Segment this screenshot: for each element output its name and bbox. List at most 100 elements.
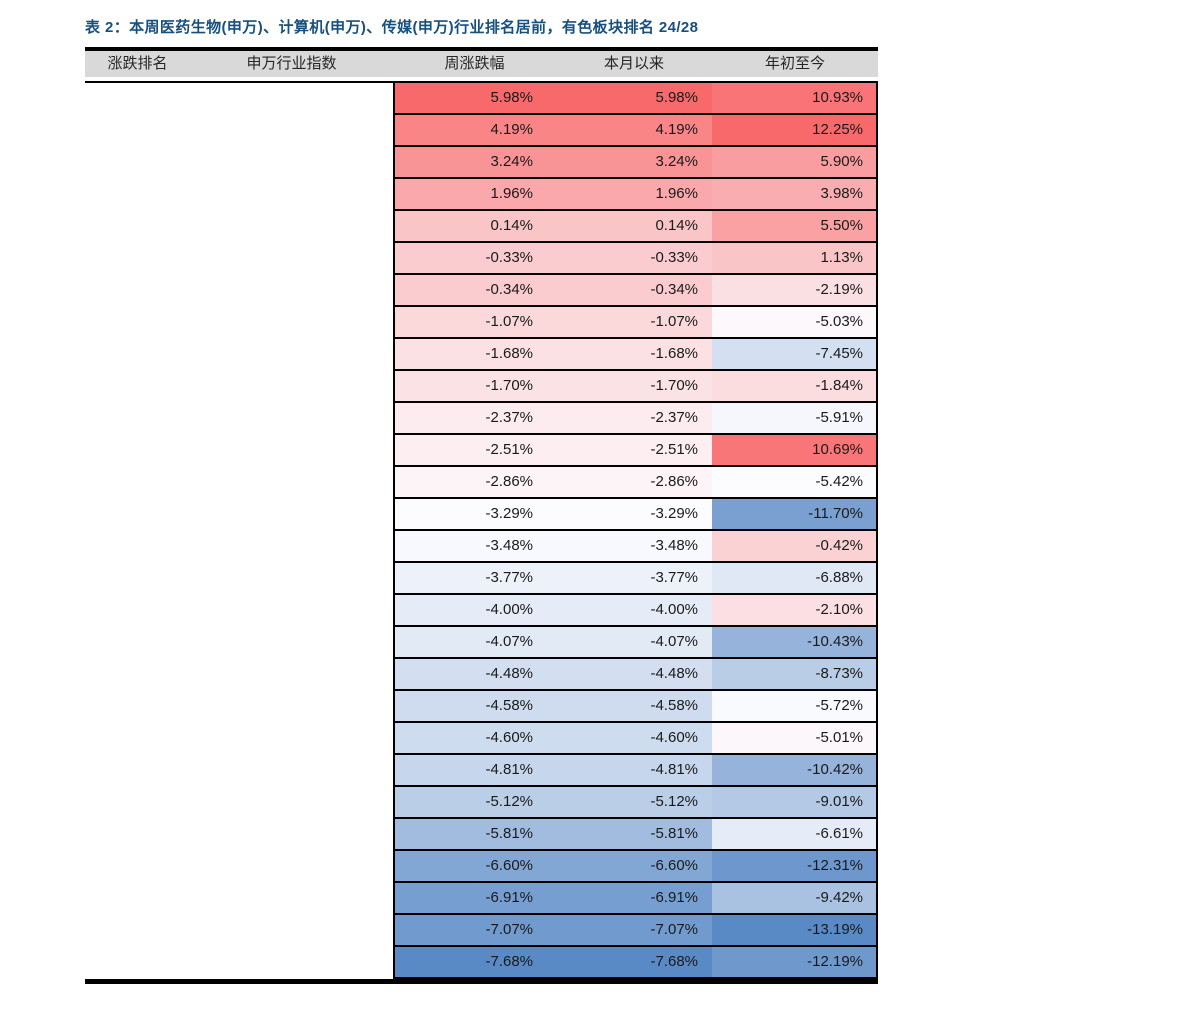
week-change-cell: -0.34%: [393, 275, 556, 307]
month-to-date-cell: -1.68%: [556, 339, 712, 371]
table-row: -2.86% -2.86% -5.42%: [85, 467, 878, 499]
rank-cell: [85, 755, 190, 787]
table-row: -3.77% -3.77% -6.88%: [85, 563, 878, 595]
month-to-date-cell: -6.91%: [556, 883, 712, 915]
week-change-cell: -1.68%: [393, 339, 556, 371]
table-row: -3.29% -3.29% -11.70%: [85, 499, 878, 531]
table-row: -6.91% -6.91% -9.42%: [85, 883, 878, 915]
rank-cell: [85, 435, 190, 467]
month-to-date-cell: -7.68%: [556, 947, 712, 979]
table-header-row: 涨跌排名 申万行业指数 周涨跌幅 本月以来 年初至今: [85, 51, 878, 77]
rank-cell: [85, 851, 190, 883]
table-row: -0.34% -0.34% -2.19%: [85, 275, 878, 307]
table-row: 1.96% 1.96% 3.98%: [85, 179, 878, 211]
month-to-date-cell: -0.34%: [556, 275, 712, 307]
ytd-cell: -6.61%: [712, 819, 878, 851]
ytd-cell: -12.31%: [712, 851, 878, 883]
month-to-date-cell: -4.60%: [556, 723, 712, 755]
ytd-cell: -2.10%: [712, 595, 878, 627]
month-to-date-cell: -1.70%: [556, 371, 712, 403]
header-index-name: 申万行业指数: [246, 55, 337, 72]
rank-cell: [85, 563, 190, 595]
index-name-cell: [190, 403, 393, 435]
index-name-cell: [190, 723, 393, 755]
header-underline: [85, 81, 878, 83]
week-change-cell: -6.60%: [393, 851, 556, 883]
ytd-cell: -11.70%: [712, 499, 878, 531]
index-name-cell: [190, 371, 393, 403]
ytd-cell: -6.88%: [712, 563, 878, 595]
week-change-cell: -4.07%: [393, 627, 556, 659]
table-row: -5.81% -5.81% -6.61%: [85, 819, 878, 851]
ytd-cell: -5.72%: [712, 691, 878, 723]
week-change-cell: -2.37%: [393, 403, 556, 435]
rank-cell: [85, 339, 190, 371]
ytd-cell: -10.43%: [712, 627, 878, 659]
month-to-date-cell: -5.81%: [556, 819, 712, 851]
ytd-cell: -0.42%: [712, 531, 878, 563]
table-body: 5.98% 5.98% 10.93% 4.19% 4.19% 12.25% 3.24% 3.2…: [85, 83, 878, 979]
week-change-cell: -4.48%: [393, 659, 556, 691]
rank-cell: [85, 883, 190, 915]
index-name-cell: [190, 115, 393, 147]
month-to-date-cell: -3.77%: [556, 563, 712, 595]
index-name-cell: [190, 883, 393, 915]
week-change-cell: -3.48%: [393, 531, 556, 563]
index-name-cell: [190, 147, 393, 179]
table-row: -6.60% -6.60% -12.31%: [85, 851, 878, 883]
index-name-cell: [190, 467, 393, 499]
ytd-cell: 5.90%: [712, 147, 878, 179]
rank-cell: [85, 179, 190, 211]
header-gap-divider: [85, 77, 878, 81]
table-row: -4.48% -4.48% -8.73%: [85, 659, 878, 691]
header-month-to-date: 本月以来: [603, 55, 664, 72]
table-row: -4.81% -4.81% -10.42%: [85, 755, 878, 787]
month-to-date-cell: 0.14%: [556, 211, 712, 243]
table-row: -1.07% -1.07% -5.03%: [85, 307, 878, 339]
week-change-cell: -3.77%: [393, 563, 556, 595]
week-change-cell: -4.00%: [393, 595, 556, 627]
week-change-cell: -0.33%: [393, 243, 556, 275]
rank-cell: [85, 723, 190, 755]
index-name-cell: [190, 691, 393, 723]
ytd-cell: 5.50%: [712, 211, 878, 243]
table-row: -0.33% -0.33% 1.13%: [85, 243, 878, 275]
month-to-date-cell: -2.51%: [556, 435, 712, 467]
table-top-border: [85, 47, 878, 51]
ytd-cell: -8.73%: [712, 659, 878, 691]
week-change-cell: -1.70%: [393, 371, 556, 403]
index-name-cell: [190, 435, 393, 467]
month-to-date-cell: -3.29%: [556, 499, 712, 531]
table-row: -4.58% -4.58% -5.72%: [85, 691, 878, 723]
rank-cell: [85, 947, 190, 979]
table-bottom-border: [85, 979, 878, 984]
header-ytd: 年初至今: [764, 55, 825, 72]
month-to-date-cell: -2.37%: [556, 403, 712, 435]
week-change-cell: -4.60%: [393, 723, 556, 755]
rank-cell: [85, 243, 190, 275]
week-change-cell: -6.91%: [393, 883, 556, 915]
index-name-cell: [190, 83, 393, 115]
header-week-change: 周涨跌幅: [444, 55, 505, 72]
month-to-date-cell: -4.58%: [556, 691, 712, 723]
week-change-cell: -4.58%: [393, 691, 556, 723]
rank-cell: [85, 691, 190, 723]
table-row: -7.68% -7.68% -12.19%: [85, 947, 878, 979]
table-row: -2.37% -2.37% -5.91%: [85, 403, 878, 435]
week-change-cell: -4.81%: [393, 755, 556, 787]
week-change-cell: -7.68%: [393, 947, 556, 979]
rank-cell: [85, 307, 190, 339]
rank-cell: [85, 211, 190, 243]
index-name-cell: [190, 499, 393, 531]
month-to-date-cell: 5.98%: [556, 83, 712, 115]
index-name-cell: [190, 563, 393, 595]
month-to-date-cell: 3.24%: [556, 147, 712, 179]
rank-cell: [85, 403, 190, 435]
index-name-cell: [190, 211, 393, 243]
week-change-cell: -1.07%: [393, 307, 556, 339]
index-name-cell: [190, 947, 393, 979]
index-name-cell: [190, 659, 393, 691]
header-rank: 涨跌排名: [107, 55, 168, 72]
rank-cell: [85, 371, 190, 403]
